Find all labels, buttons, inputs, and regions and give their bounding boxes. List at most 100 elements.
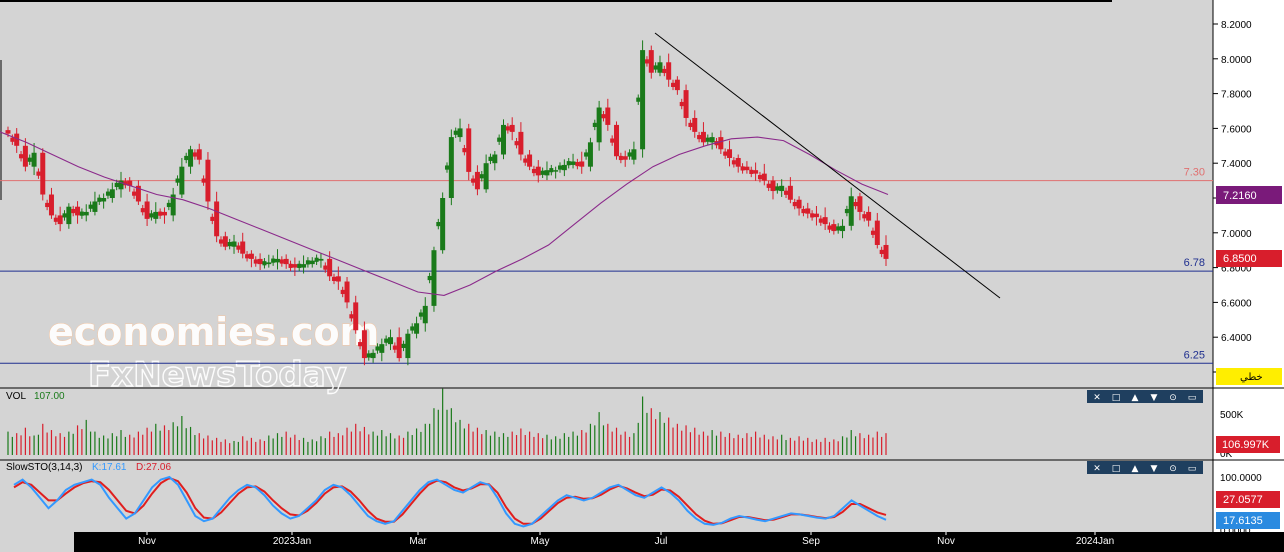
volume-bar <box>776 439 778 455</box>
watermark-fxnewstoday: FxNewsToday <box>88 355 347 395</box>
volume-bar <box>868 434 870 455</box>
candle-body <box>648 50 654 73</box>
candle-body <box>205 159 211 202</box>
volume-bar <box>846 437 848 455</box>
tool-badge[interactable]: خطي <box>1240 372 1263 383</box>
candle-body <box>201 178 206 183</box>
candle-body <box>544 170 550 176</box>
panel-control-button[interactable]: ✕ <box>1093 393 1101 403</box>
candle-body <box>414 323 420 334</box>
panel-control-button[interactable]: ▲ <box>1132 393 1139 403</box>
candle-body <box>358 342 363 347</box>
candle-body <box>170 194 176 216</box>
volume-bar <box>394 438 396 455</box>
volume-bar <box>589 423 592 455</box>
volume-bar <box>468 423 470 455</box>
panel-control-button[interactable]: ▼ <box>1151 464 1158 474</box>
candle-body <box>535 166 541 176</box>
candle-body <box>240 241 246 254</box>
candle-body <box>549 168 554 173</box>
panel-control-button[interactable]: □ <box>1112 393 1121 403</box>
volume-bar <box>129 434 131 455</box>
volume-bar <box>333 436 335 455</box>
volume-bar <box>859 433 861 455</box>
volume-bar <box>668 417 670 455</box>
volume-bar <box>94 431 96 455</box>
candle-body <box>140 208 145 213</box>
panel-control-button[interactable]: ▭ <box>1188 393 1197 403</box>
candle-body <box>671 82 676 87</box>
panel-control-button[interactable]: ▭ <box>1188 464 1197 474</box>
candle-body <box>653 65 658 70</box>
candle-body <box>301 264 307 268</box>
candle-body <box>175 178 180 183</box>
candle-body <box>488 156 493 161</box>
volume-bar <box>555 436 557 455</box>
candle-body <box>531 168 536 174</box>
panel-control-bar[interactable] <box>1087 461 1203 474</box>
price-tick-label: 7.6000 <box>1221 124 1252 135</box>
candle-body <box>188 149 194 167</box>
volume-bar <box>641 396 644 455</box>
stoch-d-badge: 27.0577 <box>1223 494 1263 506</box>
ma-value-badge: 7.2160 <box>1223 190 1257 202</box>
volume-bar <box>781 434 783 455</box>
candle-body <box>509 124 515 132</box>
candle-body <box>723 151 728 156</box>
panel-control-button[interactable]: ▲ <box>1132 464 1139 474</box>
tool-badge-bg[interactable] <box>1216 368 1282 385</box>
candle-body <box>479 174 484 179</box>
candle-body <box>844 208 849 214</box>
volume-bar <box>755 431 757 455</box>
candle-body <box>288 263 293 268</box>
candle-body <box>601 114 606 119</box>
volume-bar <box>702 431 705 455</box>
volume-bar <box>76 425 79 455</box>
volume-bar <box>346 427 348 455</box>
candle-body <box>840 225 846 232</box>
volume-bar <box>676 423 678 455</box>
stoch-axis-0: 0.0000 <box>1220 526 1251 537</box>
volume-bar <box>515 435 518 455</box>
volume-bar <box>7 431 9 455</box>
stoch-panel-controls[interactable]: ✕ □ ▲ ▼ ⊙ ▭ <box>1087 461 1203 474</box>
volume-bar <box>750 436 752 455</box>
panel-control-button[interactable]: □ <box>1112 464 1121 474</box>
candle-body <box>410 326 415 331</box>
candle-body <box>153 211 159 219</box>
candle-body <box>314 257 319 262</box>
volume-bar <box>63 436 66 455</box>
volume-bar <box>176 426 179 455</box>
volume-bar <box>620 434 622 455</box>
candle-body <box>801 208 806 214</box>
volume-bar <box>103 435 105 455</box>
volume-bar <box>381 430 383 455</box>
volume-bar <box>202 438 205 455</box>
candle-body <box>366 353 371 358</box>
volume-panel-controls[interactable]: ✕ □ ▲ ▼ ⊙ ▭ <box>1087 390 1203 403</box>
candle-body <box>40 152 46 195</box>
volume-bar <box>46 432 48 455</box>
candle-body <box>853 202 858 207</box>
volume-bar <box>268 435 270 455</box>
candle-body <box>453 130 458 135</box>
volume-bar <box>224 439 226 455</box>
volume-bar <box>663 422 665 455</box>
panel-control-bar[interactable] <box>1087 390 1203 403</box>
volume-bar <box>155 423 157 455</box>
candle-body <box>101 198 107 202</box>
volume-axis-0k: 0K <box>1220 449 1233 460</box>
panel-control-button[interactable]: ✕ <box>1093 464 1101 474</box>
volume-bar <box>528 431 531 455</box>
panel-control-button[interactable]: ⊙ <box>1169 464 1177 474</box>
stoch-panel-bg <box>0 460 1213 532</box>
stoch-d-badge-bg <box>1216 491 1280 508</box>
panel-control-button[interactable]: ▼ <box>1151 393 1158 403</box>
candle-body <box>79 211 84 216</box>
volume-bar <box>659 412 661 455</box>
volume-bar <box>768 439 770 455</box>
volume-bar <box>259 439 261 455</box>
downtrend-line[interactable] <box>654 32 1001 299</box>
panel-control-button[interactable]: ⊙ <box>1169 393 1177 403</box>
volume-bar <box>163 425 166 455</box>
